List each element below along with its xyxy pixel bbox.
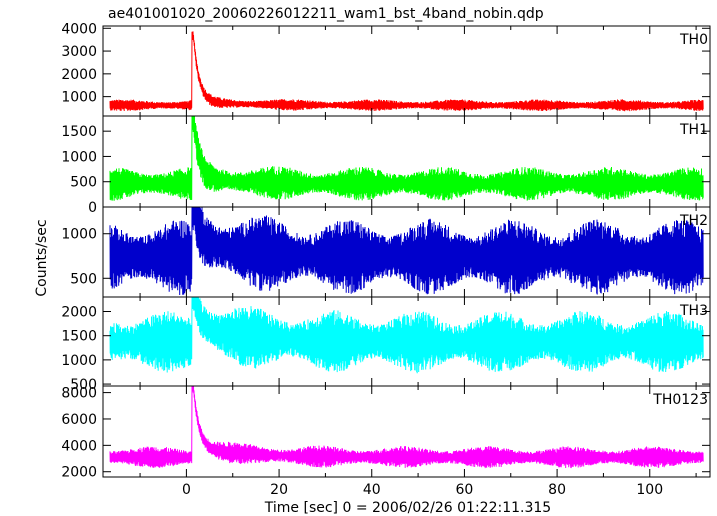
panel-label-th1: TH1 — [679, 122, 708, 138]
panel-th1: 0 500 1000 1500 TH1 — [61, 115, 711, 216]
panel-label-th0123: TH0123 — [652, 392, 708, 408]
x-axis-title: Time [sec] 0 = 2006/02/26 01:22:11.315 — [264, 500, 551, 516]
y-tick-label: 4000 — [61, 21, 97, 37]
y-tick-label: 1500 — [61, 329, 97, 345]
x-tick-label: 60 — [456, 482, 474, 498]
y-tick-label: 8000 — [61, 386, 97, 402]
panel-label-th2: TH2 — [679, 213, 708, 229]
panel-th2: 500 1000 TH2 — [61, 206, 711, 298]
x-tick-label: 20 — [270, 482, 288, 498]
x-tick-label: 40 — [363, 482, 381, 498]
y-axis-title: Counts/sec — [34, 219, 50, 296]
panel-th0: 1000 2000 3000 4000 TH0 — [61, 21, 711, 117]
y-tick-label: 4000 — [61, 438, 97, 454]
y-tick-label: 500 — [70, 175, 97, 191]
y-tick-label: 1000 — [61, 90, 97, 106]
series-line-th0 — [109, 31, 704, 112]
series-line-th0123 — [109, 386, 704, 469]
series-line-th3 — [109, 297, 704, 374]
x-tick-label: 100 — [636, 482, 663, 498]
y-tick-label: 500 — [70, 271, 97, 287]
y-tick-label: 1000 — [61, 149, 97, 165]
chart-title: ae401001020_20060226012211_wam1_bst_4ban… — [108, 6, 544, 22]
panel-frame — [102, 385, 711, 478]
series-line-th2 — [109, 207, 704, 296]
y-tick-label: 2000 — [61, 305, 97, 321]
y-tick-label: 1000 — [61, 227, 97, 243]
x-tick-label: 80 — [548, 482, 566, 498]
y-tick-label: 500 — [70, 377, 97, 393]
panel-th0123: 2000 4000 6000 8000 TH0123 — [61, 385, 711, 481]
y-tick-label: 2000 — [61, 465, 97, 481]
y-tick-label: 0 — [88, 200, 97, 216]
x-tick-label: 0 — [182, 482, 191, 498]
y-tick-label: 1000 — [61, 353, 97, 369]
series-line-th1 — [109, 116, 704, 201]
y-tick-label: 3000 — [61, 44, 97, 60]
panel-label-th3: TH3 — [679, 303, 708, 319]
panel-label-th0: TH0 — [679, 32, 708, 48]
y-tick-label: 1500 — [61, 124, 97, 140]
y-tick-label: 2000 — [61, 67, 97, 83]
y-tick-label: 6000 — [61, 412, 97, 428]
panel-th3: 500 1000 1500 2000 TH3 — [61, 296, 711, 393]
